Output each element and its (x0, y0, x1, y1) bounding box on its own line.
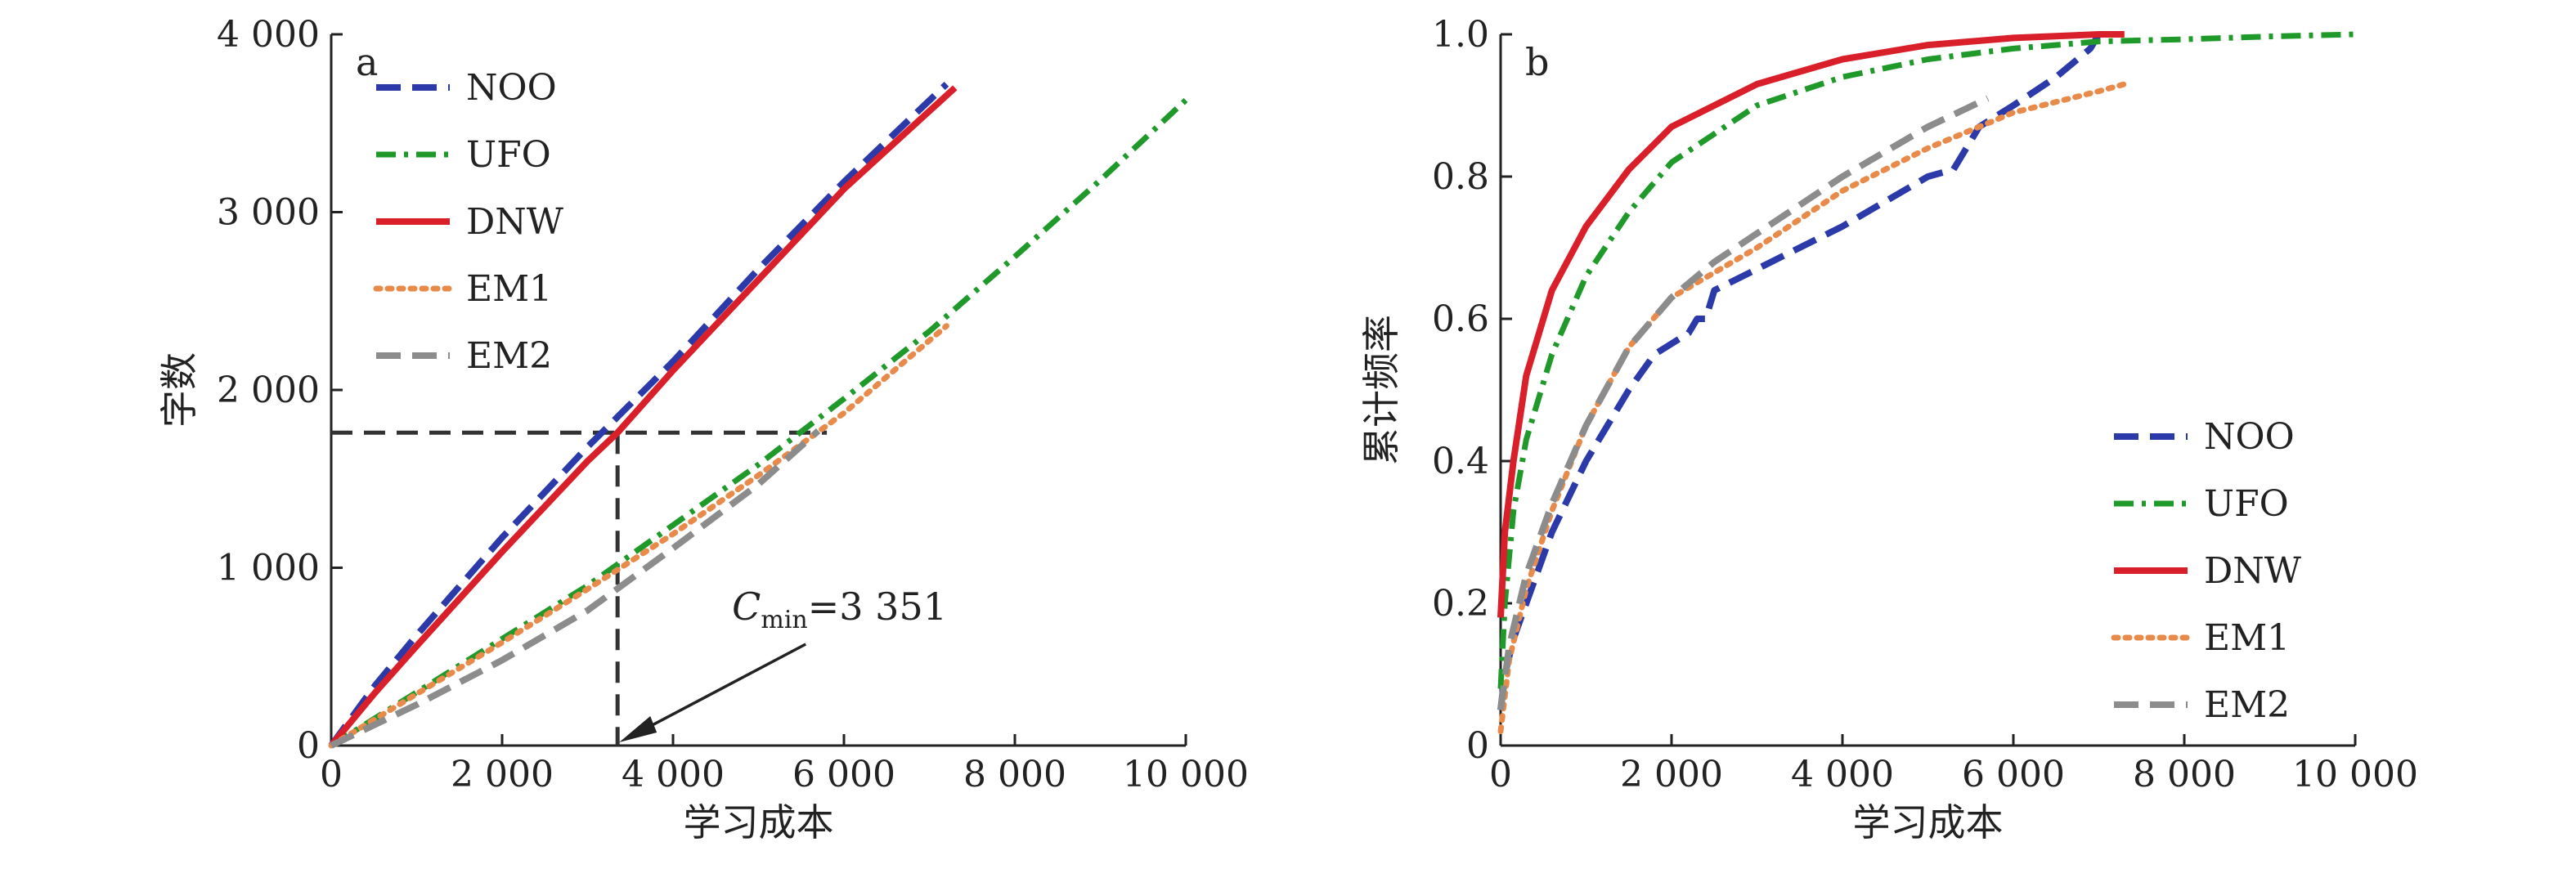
x-axis-title: 学习成本 (684, 800, 834, 844)
x-tick-label: 4 000 (622, 754, 725, 795)
series-line-dnw (328, 85, 958, 748)
annotation-arrow-head (619, 716, 657, 742)
x-tick-label: 6 000 (792, 754, 895, 795)
series-line-em2 (1497, 95, 1990, 711)
y-tick-label: 4 000 (217, 14, 320, 56)
legend: NOO UFO DNW EM1 EM2 (373, 67, 564, 377)
annotation-label: Cmin=3 351 (732, 585, 947, 634)
annotation-arrow-line (628, 643, 806, 739)
annotation-value: =3 351 (808, 585, 947, 629)
panel-letter: b (1525, 40, 1549, 84)
x-tick-label: 6 000 (1962, 754, 2065, 795)
x-axis-title: 学习成本 (1853, 800, 2004, 844)
series-line-dnw (1497, 31, 2125, 618)
y-axis-title: 累计频率 (1359, 315, 1403, 465)
x-tick-label: 2 000 (1620, 754, 1723, 795)
y-axis-title: 字数 (157, 352, 201, 428)
legend-label-ufo: UFO (2204, 483, 2289, 525)
legend-label-em2: EM2 (2204, 684, 2290, 726)
annotation-subscript: min (761, 606, 807, 634)
y-tick-label: 0 (297, 725, 320, 767)
legend: NOO UFO DNW EM1 EM2 (2111, 416, 2302, 726)
x-tick-label: 8 000 (2133, 754, 2236, 795)
legend-label-em1: EM1 (2204, 617, 2290, 659)
y-tick-label: 0.2 (1432, 583, 1489, 625)
panel-letter: a (356, 40, 378, 84)
x-tick-label: 2 000 (451, 754, 554, 795)
series-line-ufo (330, 97, 1188, 748)
legend-label-dnw: DNW (466, 201, 564, 243)
legend-label-em2: EM2 (466, 335, 552, 377)
y-tick-label: 0 (1466, 725, 1489, 767)
series-line-em1 (1497, 81, 2128, 735)
series-line-em1 (328, 323, 949, 749)
legend-label-noo: NOO (2204, 416, 2295, 458)
series-line-ufo (1497, 31, 2356, 689)
series-line-noo (1497, 32, 2102, 710)
x-tick-label: 8 000 (963, 754, 1066, 795)
y-tick-label: 0.6 (1432, 298, 1489, 340)
y-tick-label: 0.4 (1432, 441, 1489, 482)
x-tick-label: 0 (320, 754, 343, 795)
annotation-symbol: C (732, 585, 761, 629)
x-tick-label: 10 000 (1123, 754, 1249, 795)
y-tick-label: 3 000 (217, 192, 320, 234)
x-tick-label: 4 000 (1791, 754, 1894, 795)
legend-label-noo: NOO (466, 67, 557, 109)
x-tick-label: 10 000 (2292, 754, 2418, 795)
panel-a: 0 2 000 4 000 6 000 8 000 10 000 0 1 000 2 000 3 … (157, 14, 1249, 844)
panel-b: 0 2 000 4 000 6 000 8 000 10 000 0 0.2 0.4 0.6 0.8… (1359, 14, 2418, 844)
legend-label-dnw: DNW (2204, 550, 2302, 592)
x-tick-label: 0 (1489, 754, 1512, 795)
y-tick-label: 1.0 (1432, 14, 1489, 56)
y-tick-label: 2 000 (217, 370, 320, 411)
legend-label-ufo: UFO (466, 134, 551, 176)
legend-label-em1: EM1 (466, 268, 552, 310)
series-line-em2 (330, 428, 821, 749)
series-line-noo (328, 82, 949, 748)
y-tick-label: 0.8 (1432, 156, 1489, 198)
y-tick-label: 1 000 (217, 548, 320, 589)
